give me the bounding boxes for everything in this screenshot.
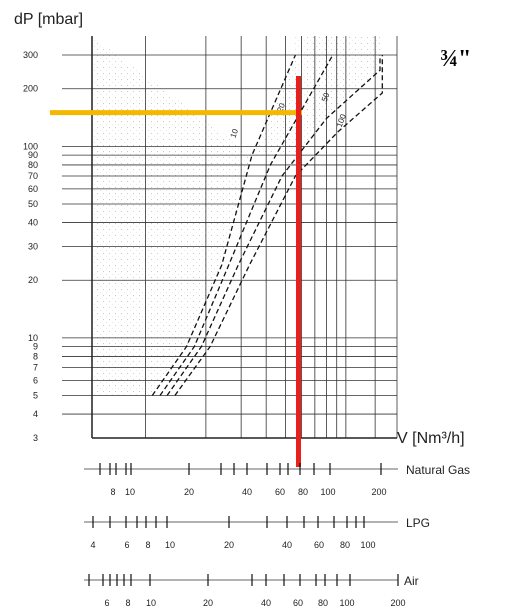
scale-tick-label: 40	[242, 487, 252, 497]
y-tick-label: 20	[28, 275, 38, 285]
y-tick-label: 9	[33, 342, 38, 352]
scale-tick-label: 200	[371, 487, 386, 497]
y-tick-label: 8	[33, 351, 38, 361]
curve-label: 50	[320, 91, 332, 103]
curve-100	[174, 55, 383, 396]
scale-tick-label: 100	[339, 598, 354, 608]
y-tick-label: 6	[33, 375, 38, 385]
y-tick-label: 50	[28, 199, 38, 209]
scale-name: Natural Gas	[406, 463, 470, 477]
curve-10	[151, 54, 296, 396]
scale-tick-label: 20	[224, 540, 234, 550]
y-tick-label: 3	[33, 433, 38, 443]
scale-tick-label: 60	[314, 540, 324, 550]
scale-tick-label: 8	[125, 598, 130, 608]
scale-tick-label: 4	[90, 540, 95, 550]
y-axis-label: dP [mbar]	[14, 11, 83, 28]
scale-tick-label: 80	[318, 598, 328, 608]
scale-tick-label: 8	[145, 540, 150, 550]
scale-tick-label: 80	[340, 540, 350, 550]
scale-tick-label: 100	[360, 540, 375, 550]
size-label: ¾"	[440, 46, 471, 72]
y-tick-label: 300	[23, 50, 38, 60]
y-tick-label: 200	[23, 84, 38, 94]
scale-tick-label: 40	[282, 540, 292, 550]
scale-tick-label: 80	[298, 487, 308, 497]
scale-tick-label: 100	[320, 487, 335, 497]
y-tick-label: 30	[28, 242, 38, 252]
y-tick-label: 100	[23, 141, 38, 151]
scale-tick-label: 40	[261, 598, 271, 608]
scale-tick-label: 20	[184, 487, 194, 497]
curve-label: 20	[275, 101, 287, 113]
curve-20	[159, 54, 334, 396]
curve-label: 10	[229, 127, 241, 139]
y-tick-label: 5	[33, 391, 38, 401]
scale-tick-label: 20	[203, 598, 213, 608]
y-tick-label: 10	[28, 333, 38, 343]
curve-label: 100	[335, 112, 348, 128]
y-tick-label: 60	[28, 184, 38, 194]
scale-tick-label: 6	[104, 598, 109, 608]
scale-name: LPG	[406, 516, 430, 530]
y-tick-label: 40	[28, 218, 38, 228]
scale-tick-label: 60	[293, 598, 303, 608]
scale-tick-label: 10	[165, 540, 175, 550]
scale-tick-label: 200	[390, 598, 405, 608]
scale-tick-label: 10	[125, 487, 135, 497]
scale-tick-label: 8	[110, 487, 115, 497]
scale-tick-label: 60	[275, 487, 285, 497]
y-tick-label: 7	[33, 363, 38, 373]
y-tick-label: 4	[33, 409, 38, 419]
x-axis-label: V [Nm³/h]	[397, 430, 465, 447]
y-tick-label: 70	[28, 171, 38, 181]
scale-tick-label: 10	[146, 598, 156, 608]
shaded-region	[92, 36, 380, 396]
y-tick-label: 90	[28, 150, 38, 160]
y-tick-label: 80	[28, 160, 38, 170]
scale-tick-label: 6	[124, 540, 129, 550]
curve-50	[166, 55, 381, 396]
scale-name: Air	[404, 574, 419, 588]
